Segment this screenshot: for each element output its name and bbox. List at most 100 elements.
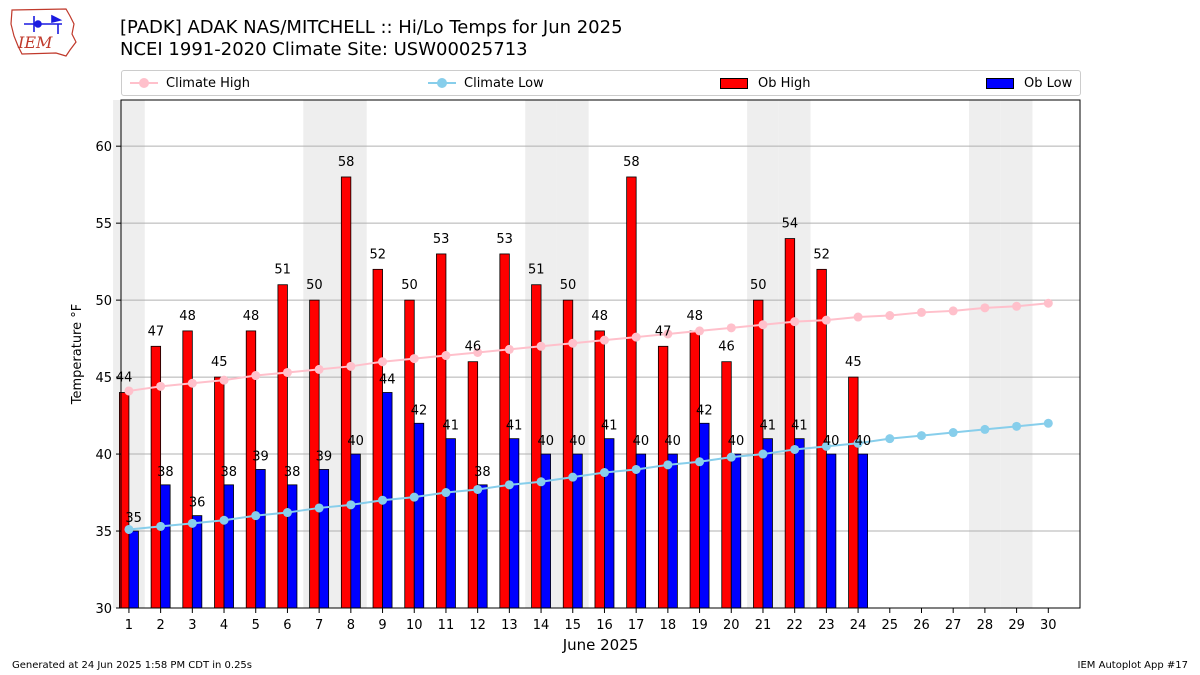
legend-climate-low: Climate Low [428, 74, 544, 92]
climate-low-point [663, 460, 673, 470]
x-tick-label: 17 [628, 618, 645, 633]
ob-low-bar [762, 438, 773, 609]
logo-text: IEM [17, 33, 53, 52]
ob-high-bar [182, 330, 193, 609]
ob-high-data-label: 45 [845, 355, 862, 370]
climate-low-point [473, 484, 483, 494]
ob-low-bar [477, 484, 488, 609]
iem-logo: IEM [10, 8, 77, 57]
x-tick-label: 18 [660, 618, 677, 633]
x-tick-label: 12 [469, 618, 486, 633]
climate-low-point [1043, 418, 1053, 428]
ob-low-data-label: 40 [823, 434, 840, 449]
climate-high-point [378, 357, 388, 367]
ob-high-data-label: 51 [528, 263, 545, 278]
ob-high-data-label: 58 [623, 155, 640, 170]
ob-high-data-label: 48 [591, 309, 608, 324]
ob-low-bar [350, 453, 361, 609]
ob-high-bar [372, 268, 383, 609]
ob-low-data-label: 40 [664, 434, 681, 449]
ob-low-bar [413, 422, 425, 609]
climate-low-line-icon [428, 74, 456, 92]
ob-high-bar [277, 284, 288, 609]
ob-low-data-label: 38 [284, 465, 301, 480]
x-tick-label: 26 [913, 618, 930, 633]
climate-high-point [504, 344, 514, 354]
x-tick-label: 29 [1008, 618, 1025, 633]
ob-high-bar [340, 176, 352, 609]
x-tick-label: 1 [125, 618, 133, 633]
climate-high-point [726, 323, 736, 333]
x-tick-label: 13 [501, 618, 518, 633]
ob-low-bar [667, 453, 678, 609]
ob-low-data-label: 40 [569, 434, 586, 449]
x-tick-label: 27 [945, 618, 962, 633]
x-tick-label: 25 [882, 618, 899, 633]
generated-footer: Generated at 24 Jun 2025 1:58 PM CDT in … [12, 660, 253, 671]
climate-low-point [885, 434, 895, 444]
climate-high-point [187, 378, 197, 388]
ob-high-data-label: 53 [496, 232, 513, 247]
ob-low-bar [160, 484, 171, 609]
ob-high-data-label: 48 [687, 309, 704, 324]
ob-low-data-label: 38 [221, 465, 238, 480]
climate-high-point [790, 317, 800, 327]
climate-low-point [187, 518, 197, 528]
ob-high-data-label: 46 [718, 340, 735, 355]
climate-low-point [599, 468, 609, 478]
ob-low-data-label: 40 [538, 434, 555, 449]
x-tick-label: 7 [315, 618, 323, 633]
climate-high-point [156, 381, 166, 391]
y-tick-label: 40 [95, 448, 112, 463]
ob-low-bar [699, 422, 710, 609]
ob-low-data-label: 35 [125, 511, 142, 526]
ob-low-data-label: 41 [759, 419, 776, 434]
app-footer: IEM Autoplot App #17 [1077, 660, 1188, 671]
legend-ob-low: Ob Low [986, 74, 1072, 92]
ob-high-data-label: 46 [465, 340, 482, 355]
climate-low-point [536, 477, 546, 487]
legend-ob-high-label: Ob High [758, 75, 811, 91]
x-tick-label: 9 [378, 618, 386, 633]
x-tick-label: 3 [188, 618, 196, 633]
ob-high-data-label: 58 [338, 155, 355, 170]
legend-climate-high: Climate High [130, 74, 250, 92]
plot-frame [120, 99, 1081, 609]
ob-low-data-label: 41 [791, 419, 808, 434]
climate-high-point [473, 347, 483, 357]
x-tick-label: 19 [691, 618, 708, 633]
ob-low-swatch-icon [986, 77, 1014, 89]
climate-high-point [1043, 298, 1053, 308]
climate-low-point [314, 503, 324, 513]
climate-low-point [568, 472, 578, 482]
ob-low-data-label: 44 [379, 372, 396, 387]
legend-climate-high-label: Climate High [166, 75, 251, 91]
x-tick-label: 5 [252, 618, 260, 633]
ob-high-bar [657, 345, 669, 609]
x-tick-label: 22 [786, 618, 803, 633]
climate-low-point [282, 508, 292, 518]
climate-high-line-icon [130, 74, 158, 92]
climate-low-line [128, 422, 1049, 531]
x-tick-label: 30 [1040, 618, 1057, 633]
ob-high-data-label: 48 [243, 309, 260, 324]
ob-high-data-label: 52 [813, 247, 830, 262]
ob-low-bar [318, 469, 330, 609]
climate-low-point [821, 441, 831, 451]
chart-legend: Climate High Climate Low Ob High Ob Low [121, 70, 1081, 96]
climate-high-point [568, 338, 578, 348]
ob-low-data-label: 40 [855, 434, 872, 449]
climate-high-point [282, 367, 292, 377]
legend-climate-low-label: Climate Low [464, 75, 544, 91]
climate-high-point [124, 386, 134, 396]
climate-high-point [251, 371, 261, 381]
ob-low-data-label: 42 [696, 403, 713, 418]
x-tick-label: 15 [564, 618, 581, 633]
ob-high-bar [214, 376, 225, 609]
ob-high-data-label: 53 [433, 232, 450, 247]
ob-low-data-label: 41 [601, 419, 618, 434]
climate-low-point [980, 424, 990, 434]
ob-low-bar [191, 515, 203, 609]
ob-high-data-label: 45 [211, 355, 228, 370]
